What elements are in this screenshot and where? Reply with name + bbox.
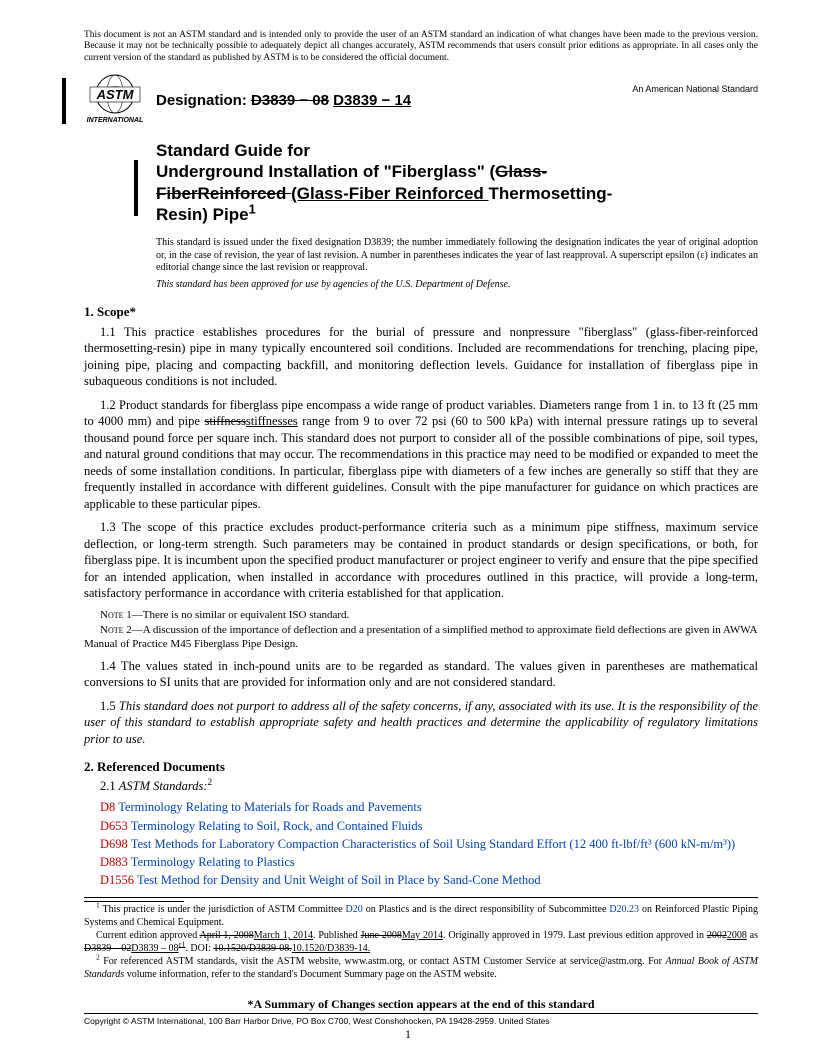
fn2-b: volume information, refer to the standar… (124, 969, 497, 980)
title-line2a: Underground Installation of "Fiberglass"… (156, 162, 495, 181)
fn-ed-d: as (747, 930, 758, 941)
ref-code[interactable]: D698 (100, 837, 128, 851)
fn-ed-s2: June 2008 (361, 930, 402, 941)
references-list: D8 Terminology Relating to Materials for… (84, 799, 758, 888)
fn-ed-u1: March 1, 2014 (254, 930, 313, 941)
ref-d8: D8 Terminology Relating to Materials for… (100, 799, 758, 815)
footer-summary: *A Summary of Changes section appears at… (84, 997, 758, 1012)
fn-ed-b: . Published (313, 930, 361, 941)
title-sup: 1 (249, 201, 256, 216)
designation: Designation: D3839 − 08 D3839 − 14 (156, 92, 411, 109)
para-1-2-strike: stiffness (204, 414, 245, 428)
ref-d698: D698 Test Methods for Laboratory Compact… (100, 836, 758, 852)
dod-note: This standard has been approved for use … (156, 279, 758, 290)
para-1-2: 1.2 Product standards for fiberglass pip… (84, 397, 758, 513)
fn1-link2[interactable]: D20.23 (609, 904, 639, 915)
para-1-4: 1.4 The values stated in inch-pound unit… (84, 658, 758, 691)
title-block: Standard Guide for Underground Installat… (156, 140, 758, 290)
title-line3-rest: Thermosetting- (489, 184, 613, 203)
footnotes: 1 This practice is under the jurisdictio… (84, 897, 758, 983)
ref-d1556: D1556 Test Method for Density and Unit W… (100, 872, 758, 888)
page-number: 1 (0, 1027, 816, 1042)
para-2-1-sup: 2 (208, 778, 213, 788)
para-1-5: 1.5 This standard does not purport to ad… (84, 698, 758, 748)
para-1-3: 1.3 The scope of this practice excludes … (84, 519, 758, 602)
title-strike1: Glass- (495, 162, 547, 181)
footnote-1: 1 This practice is under the jurisdictio… (84, 904, 758, 929)
ref-title[interactable]: Terminology Relating to Plastics (131, 855, 295, 869)
note-1: Note 1—There is no similar or equivalent… (84, 609, 758, 623)
header-row: ASTM INTERNATIONAL Designation: D3839 − … (84, 74, 758, 126)
title-pre: Standard Guide for (156, 141, 310, 160)
ref-code[interactable]: D1556 (100, 873, 134, 887)
para-1-2-b: range from 9 to over 72 psi (60 to 500 k… (84, 414, 758, 511)
para-2-1-num: 2.1 (100, 779, 119, 793)
note-2: Note 2—A discussion of the importance of… (84, 624, 758, 652)
designation-new: D3839 − 14 (333, 92, 411, 109)
note-1-label: Note (100, 609, 124, 621)
fn-ed-s3: 2002 (707, 930, 727, 941)
note-2-text: 2—A discussion of the importance of defl… (84, 624, 757, 650)
ref-title[interactable]: Test Method for Density and Unit Weight … (137, 873, 541, 887)
fn-ed-e: . DOI: (185, 943, 213, 954)
change-bar-icon (134, 160, 138, 216)
fn-ed-u4: D3839 – 08 (131, 943, 178, 954)
title-line3-strike: FiberReinforced (156, 184, 291, 203)
standard-title: Standard Guide for Underground Installat… (156, 140, 758, 225)
section-2-head: 2. Referenced Documents (84, 759, 758, 775)
fn-ed-s4: D3839 – 02 (84, 943, 131, 954)
fn-ed-u3: 2008 (727, 930, 747, 941)
ref-title[interactable]: Test Methods for Laboratory Compaction C… (131, 837, 736, 851)
footnote-2: 2 For referenced ASTM standards, visit t… (84, 956, 758, 981)
para-1-1: 1.1 This practice establishes procedures… (84, 324, 758, 390)
note-1-text: 1—There is no similar or equivalent ISO … (124, 609, 350, 621)
title-line3-ul: (Glass-Fiber Reinforced (291, 184, 488, 203)
change-bar-icon (62, 78, 66, 124)
designation-old: D3839 − 08 (251, 92, 329, 109)
para-1-2-ul: stiffnesses (246, 414, 298, 428)
para-1-5-text: This standard does not purport to addres… (84, 699, 758, 746)
ans-label: An American National Standard (632, 84, 758, 94)
para-1-5-num: 1.5 (100, 699, 119, 713)
designation-label: Designation: (156, 92, 251, 109)
ref-title[interactable]: Terminology Relating to Soil, Rock, and … (131, 819, 423, 833)
ref-code[interactable]: D8 (100, 800, 115, 814)
disclaimer-text: This document is not an ASTM standard an… (84, 30, 758, 64)
svg-text:ASTM: ASTM (96, 87, 135, 102)
note-2-label: Note (100, 624, 124, 636)
ref-d883: D883 Terminology Relating to Plastics (100, 854, 758, 870)
title-line4: Resin) Pipe (156, 205, 249, 224)
footnote-edition: Current edition approved April 1, 2008Ma… (84, 930, 758, 955)
issuance-note: This standard is issued under the fixed … (156, 237, 758, 275)
fn1-b: on Plastics and is the direct responsibi… (363, 904, 610, 915)
fn-ed-u2: May 2014 (402, 930, 443, 941)
para-2-1-label: ASTM Standards: (119, 779, 208, 793)
fn-ed-s5: 10.1520/D3839-08. (213, 943, 291, 954)
astm-logo: ASTM INTERNATIONAL (84, 74, 146, 126)
ref-title[interactable]: Terminology Relating to Materials for Ro… (118, 800, 422, 814)
fn1-link1[interactable]: D20 (346, 904, 363, 915)
fn-ed-u5: 10.1520/D3839-14. (292, 943, 370, 954)
fn-ed-s1: April 1, 2008 (199, 930, 253, 941)
fn-ed-c: . Originally approved in 1979. Last prev… (443, 930, 707, 941)
ref-code[interactable]: D883 (100, 855, 128, 869)
ref-code[interactable]: D653 (100, 819, 128, 833)
section-1-head: 1. Scope* (84, 304, 758, 320)
fn2-a: For referenced ASTM standards, visit the… (100, 956, 666, 967)
fn1-a: This practice is under the jurisdiction … (100, 904, 346, 915)
para-2-1: 2.1 ASTM Standards:2 (84, 779, 758, 794)
logo-subtext: INTERNATIONAL (87, 117, 144, 124)
copyright-line: Copyright © ASTM International, 100 Barr… (84, 1013, 758, 1026)
ref-d653: D653 Terminology Relating to Soil, Rock,… (100, 818, 758, 834)
